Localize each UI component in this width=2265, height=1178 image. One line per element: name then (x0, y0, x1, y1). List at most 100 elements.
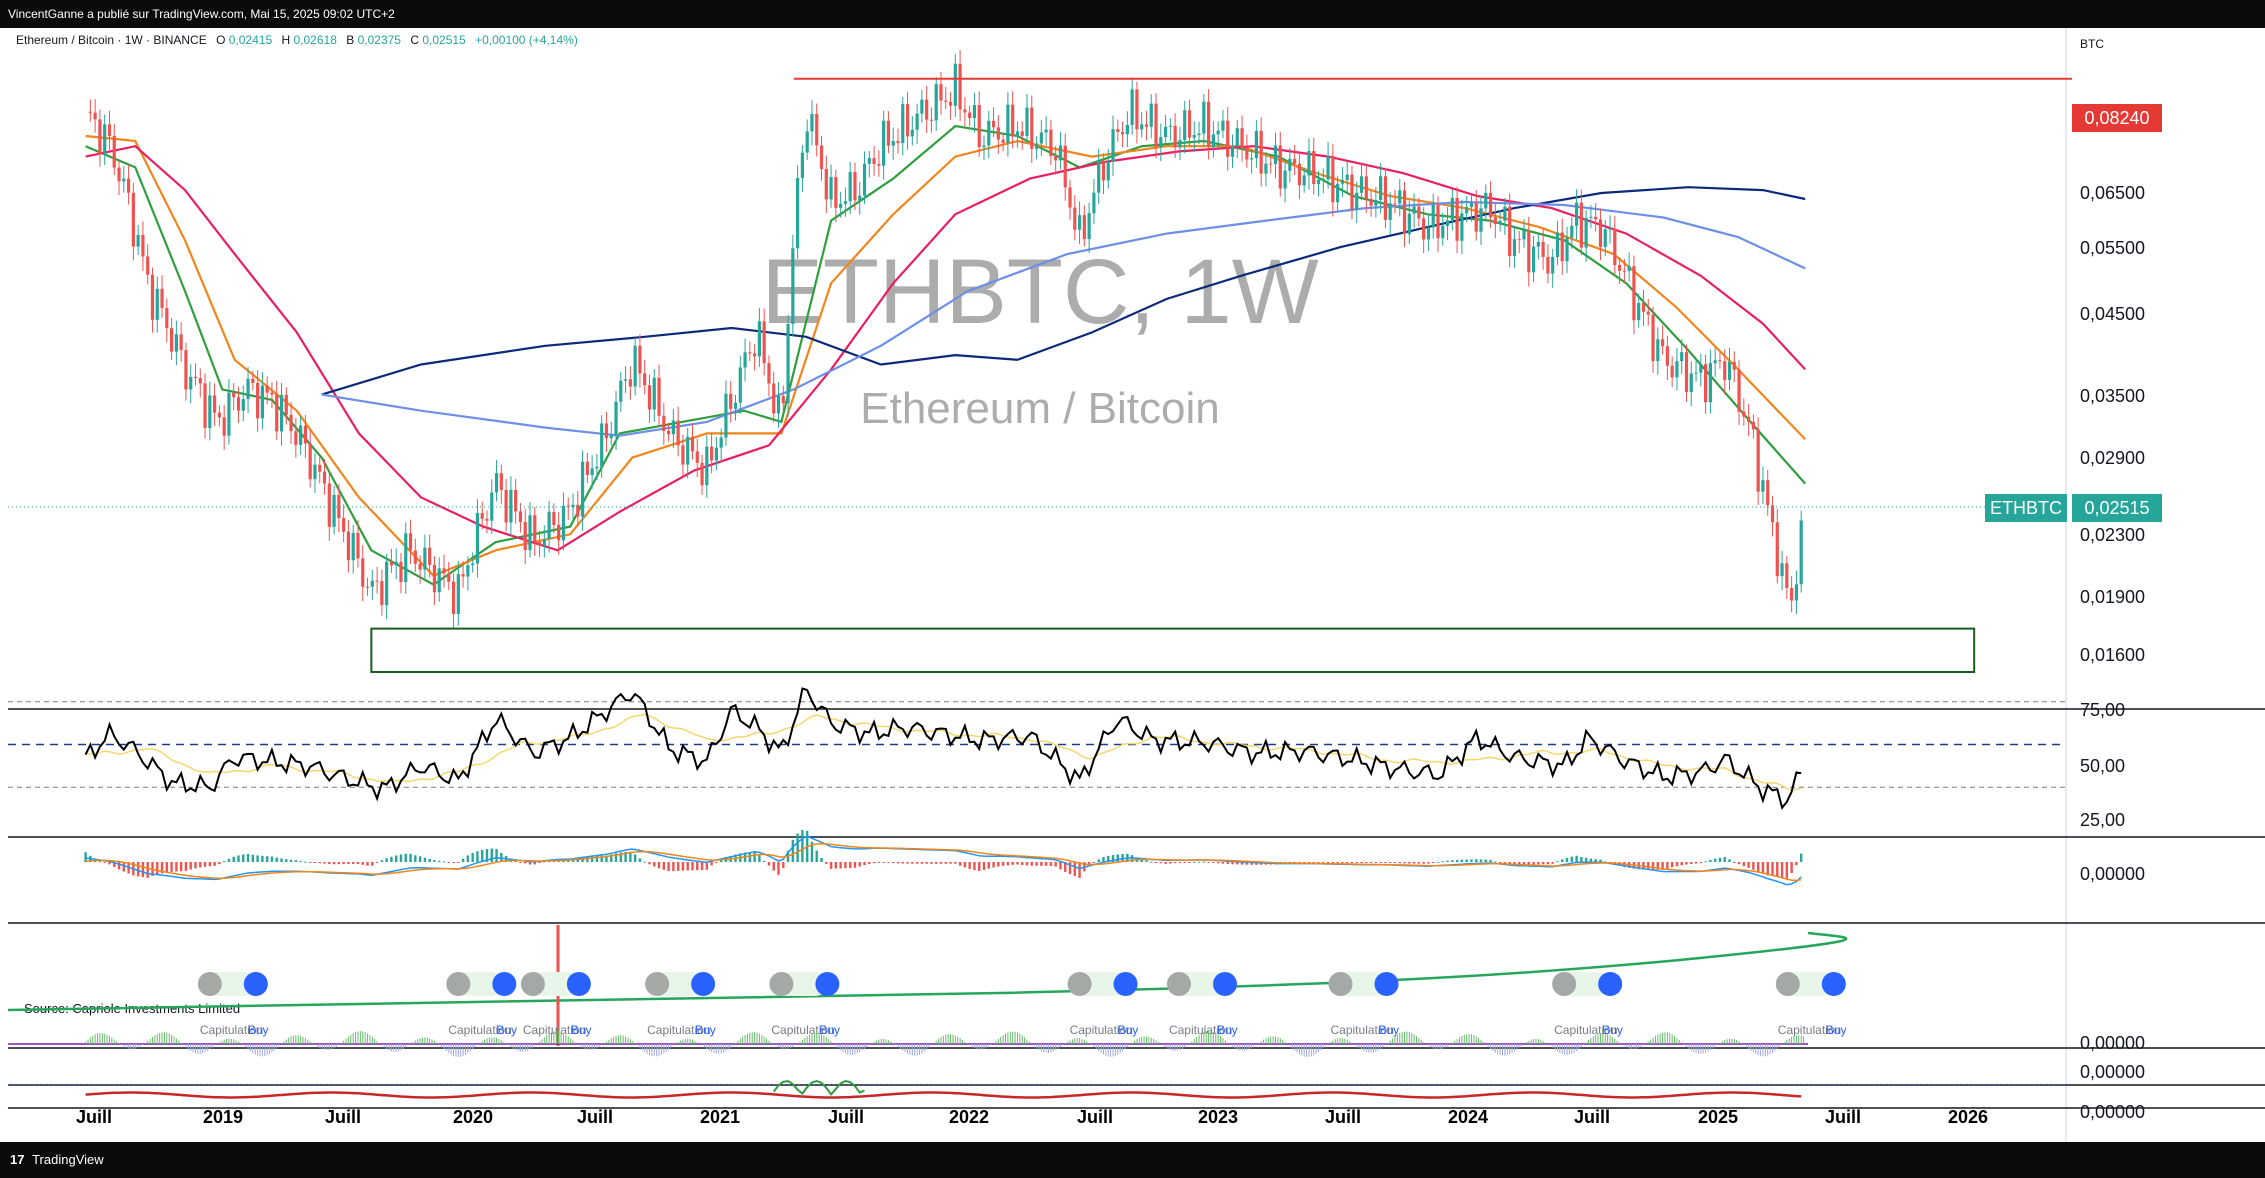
buy-dot (815, 972, 840, 996)
macd-bar (113, 862, 116, 867)
macd-bar (758, 855, 761, 862)
capitulation-label: Capitulation (647, 1023, 710, 1037)
macd-bar (853, 862, 857, 868)
macd-bar (762, 860, 766, 862)
time-tick: Juill (1825, 1107, 1861, 1127)
oscillator-1-pane[interactable]: 0,00000 (8, 1031, 2145, 1082)
oscillator-2-pane[interactable]: 0,00000 (8, 1079, 2145, 1122)
chart-area[interactable] (8, 28, 2066, 1142)
tradingview-brand[interactable]: TradingView (32, 1152, 104, 1167)
macd-bar (184, 862, 188, 871)
candle-body (1211, 134, 1215, 148)
candle-body (695, 451, 699, 463)
chart-canvas[interactable]: Ethereum / Bitcoin · 1W · BINANCE O 0,02… (0, 28, 2265, 1142)
tradingview-logo-icon[interactable]: 17 (10, 1152, 25, 1167)
candle-body (1422, 218, 1426, 240)
macd-bar (1331, 862, 1335, 864)
candle-body (920, 99, 924, 114)
macd-bar (428, 858, 431, 862)
macd-bar (1589, 858, 1593, 862)
support-zone[interactable] (370, 627, 1976, 674)
candle-body (437, 568, 441, 593)
macd-bar (1718, 857, 1722, 862)
macd-bar (605, 855, 608, 862)
time-axis[interactable]: Juill 2019 Juill 2020 Juill 2021 Juill 2… (76, 1107, 1988, 1127)
macd-bar (676, 862, 680, 871)
macd-bar (782, 862, 785, 869)
candle-body (294, 431, 298, 445)
candle-body (714, 447, 718, 461)
symbol-legend[interactable]: Ethereum / Bitcoin · 1W · BINANCE O 0,02… (16, 33, 578, 47)
candle-body (1288, 158, 1292, 171)
macd-bar (242, 854, 245, 862)
macd-pane[interactable]: 0,00000 (84, 830, 2145, 886)
macd-bar (1336, 862, 1339, 864)
macd-bar (1054, 862, 1057, 867)
macd-bar (1173, 862, 1177, 864)
macd-bar (700, 862, 704, 870)
buy-label: Buy (1602, 1023, 1623, 1037)
candle-body (633, 345, 637, 387)
last-price-label: 0,02515 (2084, 498, 2149, 518)
candle-body (700, 462, 704, 486)
macd-bar (633, 854, 637, 862)
osc1-tick: 0,00000 (2080, 1062, 2145, 1082)
macd-bar (571, 859, 575, 862)
candle-body (160, 288, 164, 309)
candle-body (719, 437, 723, 448)
macd-bar (877, 862, 881, 863)
candle-body (189, 376, 193, 390)
candle-body (1460, 213, 1464, 241)
macd-bar (1675, 862, 1679, 867)
legend-o-label: O (216, 33, 225, 47)
rsi-pane[interactable]: 75,00 50,00 25,00 (8, 687, 2125, 831)
macd-bar (1322, 862, 1325, 863)
candle-body (1799, 520, 1803, 585)
macd-bar (848, 862, 852, 868)
macd-bar (1580, 856, 1583, 862)
macd-bar (1670, 862, 1674, 868)
macd-bar (543, 861, 546, 863)
macd-bar (987, 862, 990, 869)
macd-bar (653, 862, 656, 867)
candle-body (1641, 302, 1646, 312)
price-tick: 0,02300 (2080, 525, 2145, 545)
macd-bar (1188, 862, 1191, 863)
candle-body (571, 504, 575, 508)
candle-body (342, 518, 346, 532)
candle-body (1627, 266, 1631, 271)
candle-body (533, 515, 537, 543)
candle-body (953, 63, 957, 106)
capriole-pane[interactable]: Source: Capriole Investments Limited Cap… (7, 925, 2145, 1053)
candle-body (1536, 241, 1540, 247)
last-price-label-bg (2072, 494, 2162, 522)
price-scale[interactable]: 0,06500 0,05500 0,04500 0,03500 0,02900 … (2080, 183, 2145, 665)
candle-body (1684, 352, 1689, 393)
macd-bar (1570, 856, 1573, 862)
macd-bar (1169, 862, 1172, 864)
legend-change: +0,00100 (+4,14%) (475, 33, 578, 47)
candle-body (337, 494, 341, 519)
buy-label: Buy (1826, 1023, 1847, 1037)
candle-body (447, 573, 451, 582)
candle-body (1742, 411, 1746, 417)
candle-body (456, 574, 460, 615)
candle-body (332, 494, 336, 527)
macd-bar (791, 839, 795, 862)
candle-body (1508, 206, 1512, 257)
candle-body (595, 466, 599, 469)
time-tick: Juill (325, 1107, 361, 1127)
macd-bar (1298, 862, 1301, 863)
macd-bar (638, 858, 642, 862)
candle-body (896, 141, 900, 143)
buy-label: Buy (571, 1023, 592, 1037)
candle-body (279, 394, 284, 432)
macd-bar (1527, 862, 1530, 865)
macd-bar (399, 854, 403, 862)
candle-body (1407, 213, 1411, 235)
candle-body (1140, 124, 1144, 130)
candle-body (1144, 124, 1149, 127)
macd-bar (997, 862, 1000, 867)
buy-dot (1598, 972, 1623, 996)
macd-bar (213, 862, 216, 866)
